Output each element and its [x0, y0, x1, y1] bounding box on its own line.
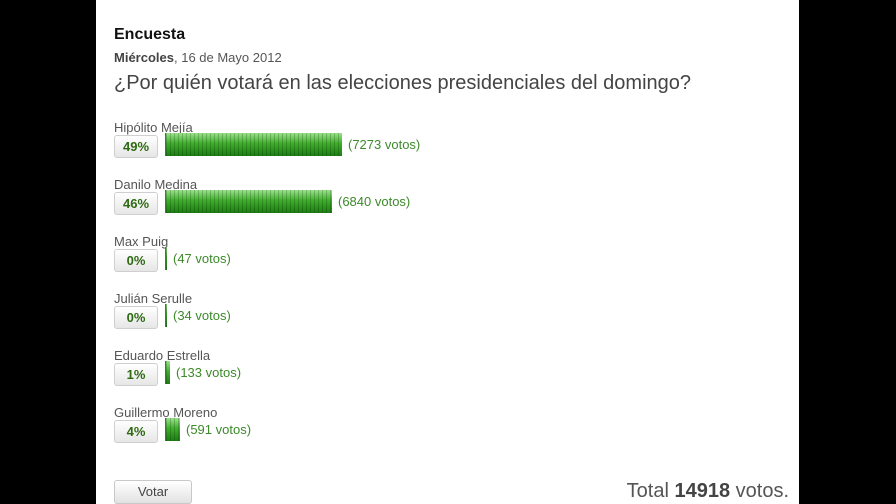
- option-bar: [165, 418, 180, 441]
- option-votes: (133 votos): [176, 365, 242, 380]
- option-name: Hipólito Mejía: [114, 120, 193, 135]
- option-votes: (34 votos): [173, 308, 231, 323]
- poll-panel: Encuesta Miércoles, 16 de Mayo 2012 ¿Por…: [96, 0, 799, 504]
- poll-option: Eduardo Estrella 1% (133 votos): [114, 348, 714, 398]
- option-bar: [165, 304, 167, 327]
- total-prefix: Total: [626, 480, 669, 502]
- poll-option: Julián Serulle 0% (34 votos): [114, 291, 714, 341]
- poll-question: ¿Por quién votará en las elecciones pres…: [114, 72, 692, 94]
- poll-date: Miércoles, 16 de Mayo 2012: [114, 50, 282, 65]
- option-bar: [165, 247, 167, 270]
- total-value: 14918: [674, 480, 731, 502]
- option-name: Guillermo Moreno: [114, 405, 218, 420]
- option-percent: 49%: [114, 135, 158, 158]
- poll-option: Danilo Medina 46% (6840 votos): [114, 177, 714, 227]
- option-votes: (6840 votos): [338, 194, 411, 209]
- option-percent: 0%: [114, 306, 158, 329]
- poll-total: Total 14918 votos.: [627, 480, 789, 503]
- poll-option: Max Puig 0% (47 votos): [114, 234, 714, 284]
- option-name: Eduardo Estrella: [114, 348, 211, 363]
- option-percent: 1%: [114, 363, 158, 386]
- option-votes: (47 votos): [173, 251, 231, 266]
- poll-option: Hipólito Mejía 49% (7273 votos): [114, 120, 714, 170]
- option-name: Danilo Medina: [114, 177, 198, 192]
- total-suffix: votos.: [735, 480, 789, 502]
- option-name: Julián Serulle: [114, 291, 193, 306]
- option-percent: 4%: [114, 420, 158, 443]
- option-votes: (591 votos): [186, 422, 252, 437]
- option-bar: [165, 190, 332, 213]
- option-percent: 0%: [114, 249, 158, 272]
- option-name: Max Puig: [114, 234, 169, 249]
- option-bar: [165, 133, 342, 156]
- poll-date-day: Miércoles: [114, 50, 174, 65]
- poll-date-rest: , 16 de Mayo 2012: [173, 50, 282, 65]
- option-percent: 46%: [114, 192, 158, 215]
- vote-button[interactable]: Votar: [114, 480, 192, 504]
- option-bar: [165, 361, 170, 384]
- option-votes: (7273 votos): [348, 137, 421, 152]
- poll-title: Encuesta: [114, 26, 186, 43]
- poll-option: Guillermo Moreno 4% (591 votos): [114, 405, 714, 455]
